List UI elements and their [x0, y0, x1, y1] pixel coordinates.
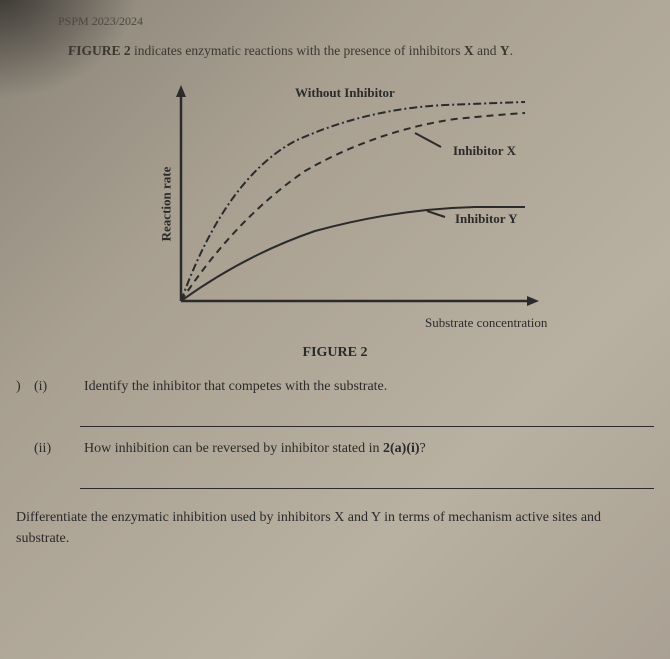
intro-and: and	[474, 43, 500, 58]
x-axis-arrow	[527, 296, 539, 306]
pointer-inhibitor-x	[415, 133, 441, 147]
intro-text: FIGURE 2 indicates enzymatic reactions w…	[68, 43, 663, 59]
question-i-number: (i)	[34, 379, 84, 395]
bottom-before: Differentiate the enzymatic inhibition u…	[16, 510, 334, 525]
intro-figure-ref: FIGURE 2	[68, 43, 131, 58]
label-without-inhibitor: Without Inhibitor	[295, 85, 395, 100]
answer-line-ii[interactable]	[80, 463, 654, 489]
label-inhibitor-x: Inhibitor X	[453, 143, 517, 158]
question-i-text: Identify the inhibitor that competes wit…	[84, 379, 654, 395]
pointer-inhibitor-y	[427, 211, 445, 217]
question-ii-ref: 2(a)(i)	[383, 441, 420, 456]
bottom-y: Y	[371, 510, 381, 525]
question-ii: (ii) How inhibition can be reversed by i…	[8, 441, 662, 457]
question-i: ) (i) Identify the inhibitor that compet…	[8, 379, 662, 395]
label-inhibitor-y: Inhibitor Y	[455, 211, 518, 226]
question-ii-after: ?	[420, 441, 426, 456]
curve-without-inhibitor	[181, 102, 525, 301]
outer-marker: )	[16, 379, 34, 395]
bottom-x: X	[334, 510, 344, 525]
figure-caption: FIGURE 2	[8, 345, 662, 361]
intro-text-after: indicates enzymatic reactions with the p…	[130, 43, 464, 58]
bottom-and: and	[344, 510, 371, 525]
x-axis-label: Substrate concentration	[425, 315, 548, 330]
question-ii-text: How inhibition can be reversed by inhibi…	[84, 441, 654, 457]
answer-line-i[interactable]	[80, 401, 654, 427]
reaction-rate-chart: Reaction rate Without Inhibitor Inhibito…	[95, 69, 575, 339]
question-ii-before: How inhibition can be reversed by inhibi…	[84, 441, 383, 456]
exam-code: PSPM 2023/2024	[58, 14, 663, 29]
y-axis-arrow	[176, 85, 186, 97]
intro-inhibitor-x: X	[464, 43, 474, 58]
question-ii-number: (ii)	[34, 441, 84, 457]
question-differentiate: Differentiate the enzymatic inhibition u…	[16, 507, 654, 549]
intro-period: .	[510, 43, 514, 58]
intro-inhibitor-y: Y	[500, 43, 510, 58]
y-axis-label: Reaction rate	[158, 167, 174, 242]
